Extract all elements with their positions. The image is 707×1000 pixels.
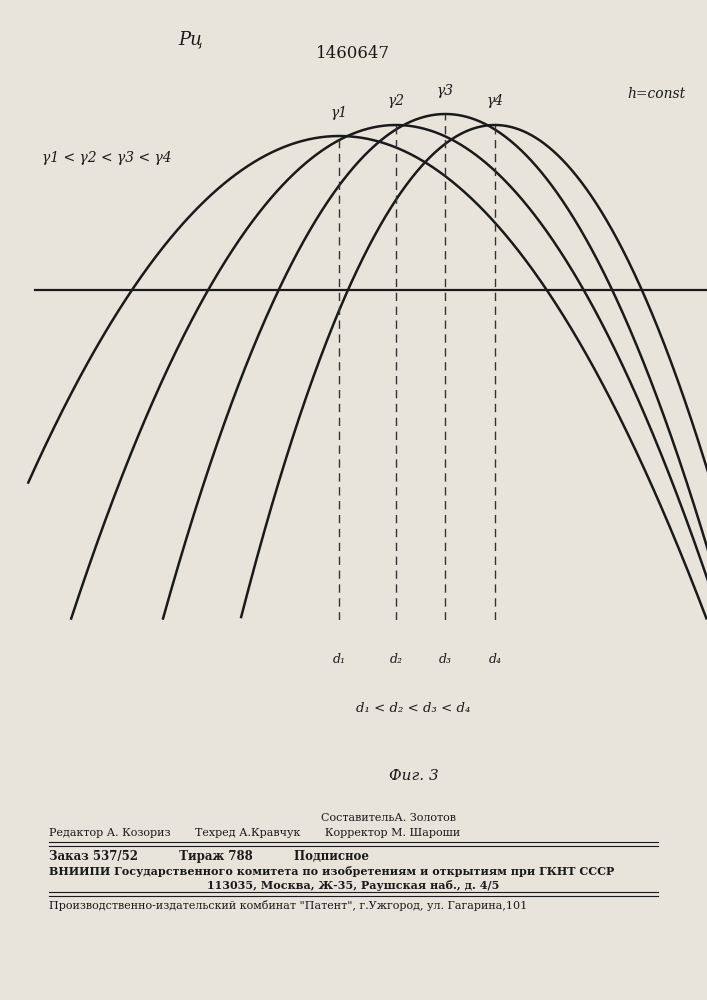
Text: d₁: d₁: [333, 653, 346, 666]
Text: Фиг. 3: Фиг. 3: [389, 768, 438, 782]
Text: d₄: d₄: [489, 653, 501, 666]
Text: Заказ 537/52          Тираж 788          Подписное: Заказ 537/52 Тираж 788 Подписное: [49, 850, 370, 863]
Text: Pц: Pц: [179, 30, 203, 48]
Text: ВНИИПИ Государственного комитета по изобретениям и открытиям при ГКНТ СССР: ВНИИПИ Государственного комитета по изоб…: [49, 866, 615, 877]
Text: γ1 < γ2 < γ3 < γ4: γ1 < γ2 < γ3 < γ4: [42, 151, 172, 165]
Text: Редактор А. Козориз       Техред А.Кравчук       Корректор М. Шароши: Редактор А. Козориз Техред А.Кравчук Кор…: [49, 828, 461, 838]
Text: СоставительА. Золотов: СоставительА. Золотов: [251, 813, 456, 823]
Text: γ4: γ4: [486, 95, 503, 108]
Text: d₁ < d₂ < d₃ < d₄: d₁ < d₂ < d₃ < d₄: [356, 702, 471, 716]
Text: 113035, Москва, Ж-35, Раушская наб., д. 4/5: 113035, Москва, Ж-35, Раушская наб., д. …: [207, 880, 500, 891]
Text: h=const: h=const: [628, 87, 686, 101]
Text: γ1: γ1: [331, 105, 348, 119]
Text: γ3: γ3: [437, 84, 454, 98]
Text: γ2: γ2: [387, 95, 404, 108]
Text: d₂: d₂: [390, 653, 402, 666]
Text: Производственно-издательский комбинат "Патент", г.Ужгород, ул. Гагарина,101: Производственно-издательский комбинат "П…: [49, 900, 527, 911]
Text: d₃: d₃: [439, 653, 452, 666]
Text: 1460647: 1460647: [317, 45, 390, 62]
